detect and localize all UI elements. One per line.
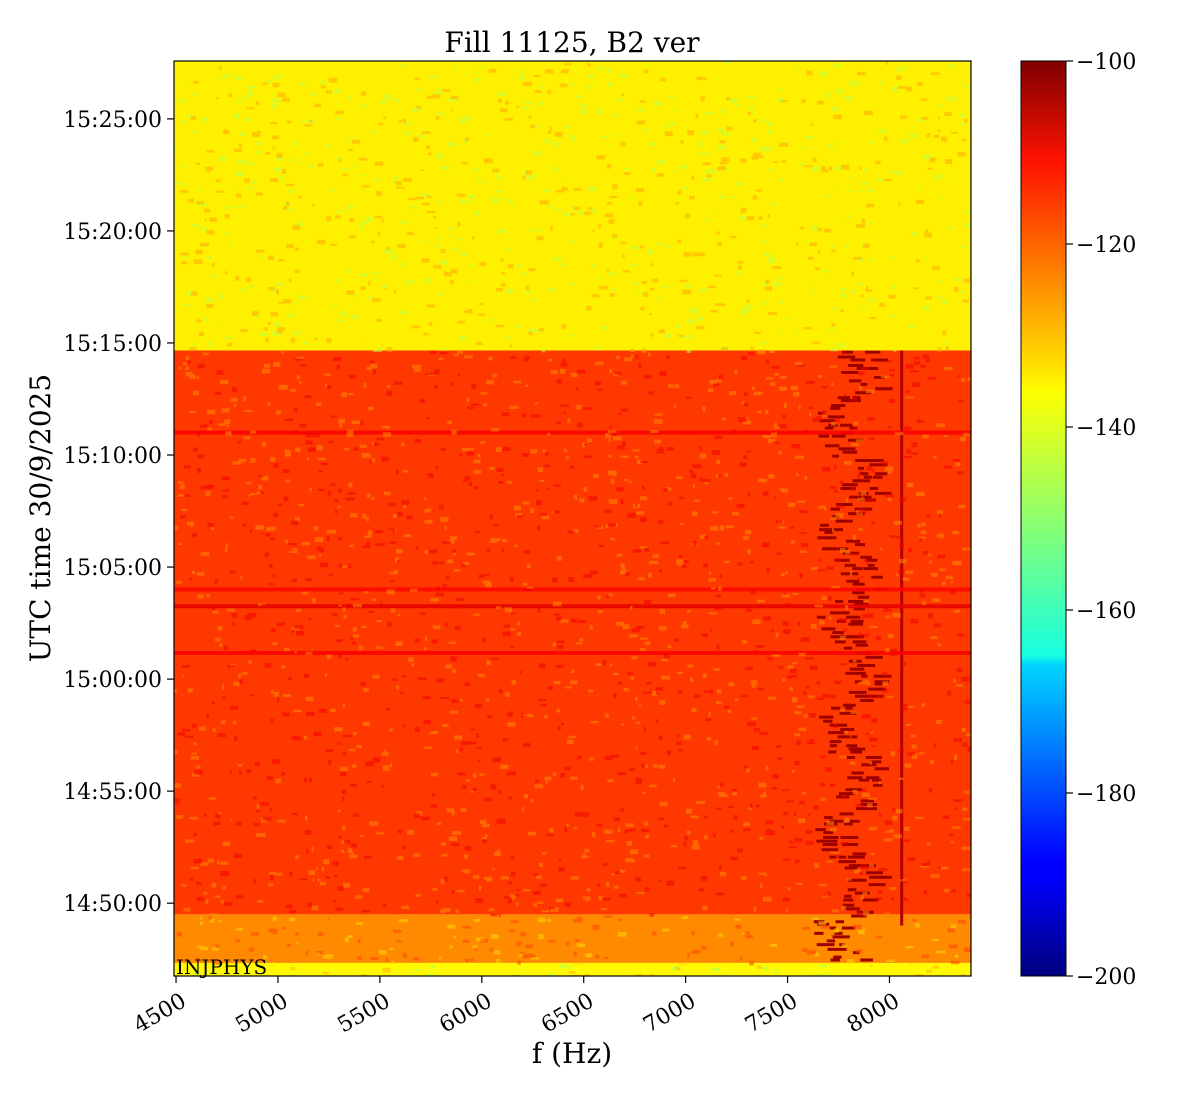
chart-title: Fill 11125, B2 ver [444, 26, 700, 59]
y-tick-label: 15:15:00 [63, 332, 162, 357]
x-tick-label: 8000 [843, 989, 904, 1039]
heatmap-region [174, 962, 971, 976]
x-tick-label: 7500 [741, 989, 802, 1039]
y-axis-label: UTC time 30/9/2025 [24, 374, 57, 662]
y-tick-label: 15:00:00 [63, 668, 162, 693]
y-tick-label: 15:20:00 [63, 220, 162, 245]
x-tick-label: 7000 [639, 989, 700, 1039]
plot-frame [173, 60, 972, 977]
y-tick-label: 15:25:00 [63, 108, 162, 133]
y-tick-label: 14:50:00 [63, 892, 162, 917]
heatmap-region [174, 914, 971, 963]
x-axis: 4500 5000 5500 6000 6500 7000 7500 8000 [130, 976, 904, 1038]
y-tick-label: 15:10:00 [63, 444, 162, 469]
colorbar-tick-label: −120 [1076, 233, 1136, 258]
heatmap-row-feature [174, 430, 971, 435]
colorbar-tick-label: −100 [1076, 50, 1136, 75]
x-tick-label: 6500 [537, 989, 598, 1039]
heatmap-annotation: INJPHYS [176, 955, 267, 979]
plot-area [174, 61, 971, 976]
x-tick-label: 5500 [333, 989, 394, 1039]
heatmap-row-feature [174, 650, 971, 655]
heatmap-line-feature [900, 350, 904, 926]
x-tick-label: 6000 [435, 989, 496, 1039]
x-axis-label: f (Hz) [532, 1037, 612, 1070]
colorbar-tick-label: −200 [1076, 965, 1136, 990]
y-axis: 14:50:00 14:55:00 15:00:00 15:05:00 15:10:00… [63, 108, 174, 917]
x-tick-label: 4500 [130, 989, 191, 1039]
heatmap-band-feature [813, 350, 893, 962]
heatmap-row-feature [174, 587, 971, 592]
colorbar [1020, 60, 1067, 977]
heatmap-row-feature [174, 604, 971, 609]
heatmap-noise [180, 61, 971, 355]
heatmap-noise [174, 61, 971, 353]
heatmap-noise [176, 914, 971, 966]
y-tick-label: 15:05:00 [63, 556, 162, 581]
heatmap-region [174, 61, 971, 351]
colorbar-tick-label: −160 [1076, 599, 1136, 624]
colorbar-tick-label: −180 [1076, 782, 1136, 807]
colorbar-tick-label: −140 [1076, 416, 1136, 441]
colorbar-axis: −100 −120 −140 −160 −180 −200 [1066, 50, 1136, 990]
x-tick-label: 5000 [232, 989, 293, 1039]
y-tick-label: 14:55:00 [63, 780, 162, 805]
